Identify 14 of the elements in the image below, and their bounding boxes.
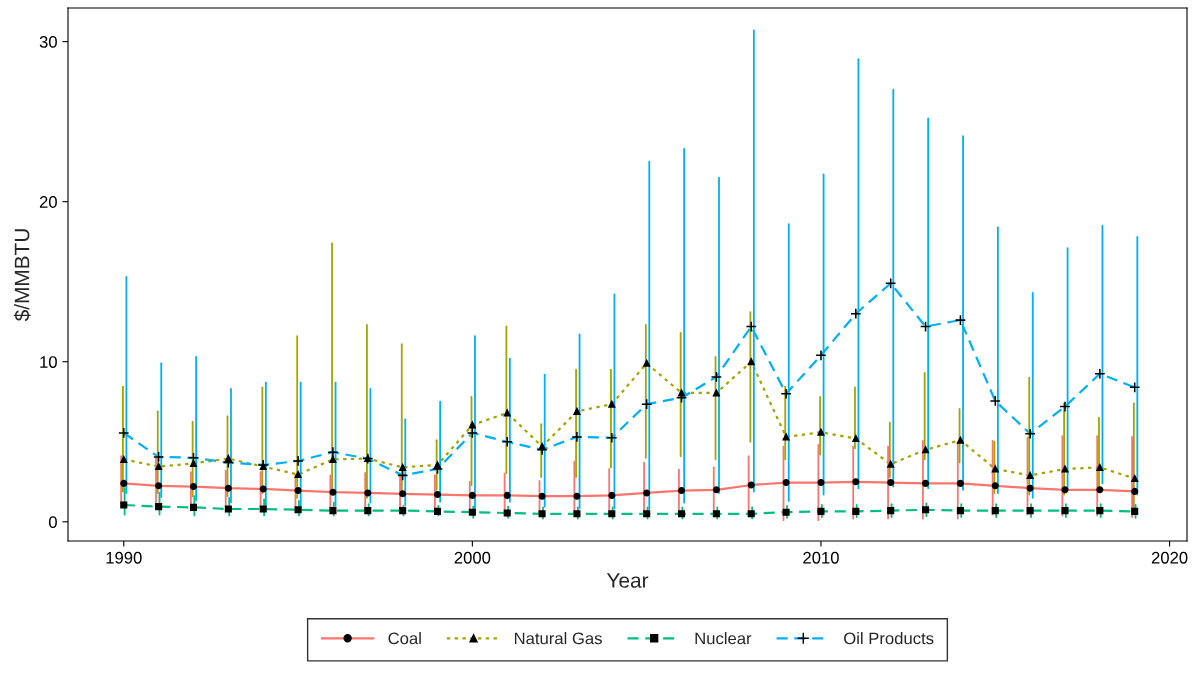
legend-label: Natural Gas (514, 632, 602, 645)
y-tick-label: 30 (39, 36, 57, 48)
legend-label: Coal (388, 632, 421, 645)
y-tick-label: 10 (40, 356, 57, 368)
y-axis-title: $/MMBTU (13, 229, 31, 322)
x-axis-title: Year (606, 573, 649, 588)
y-tick-label: 0 (48, 516, 57, 528)
x-tick-label: 2000 (454, 551, 491, 564)
x-tick-label: 2020 (1151, 551, 1188, 564)
y-tick-label: 20 (39, 196, 57, 208)
x-tick-label: 2010 (803, 551, 839, 564)
x-tick-label: 1990 (106, 551, 142, 564)
legend-label: Oil Products (844, 632, 934, 645)
legend-label: Nuclear (695, 632, 752, 645)
